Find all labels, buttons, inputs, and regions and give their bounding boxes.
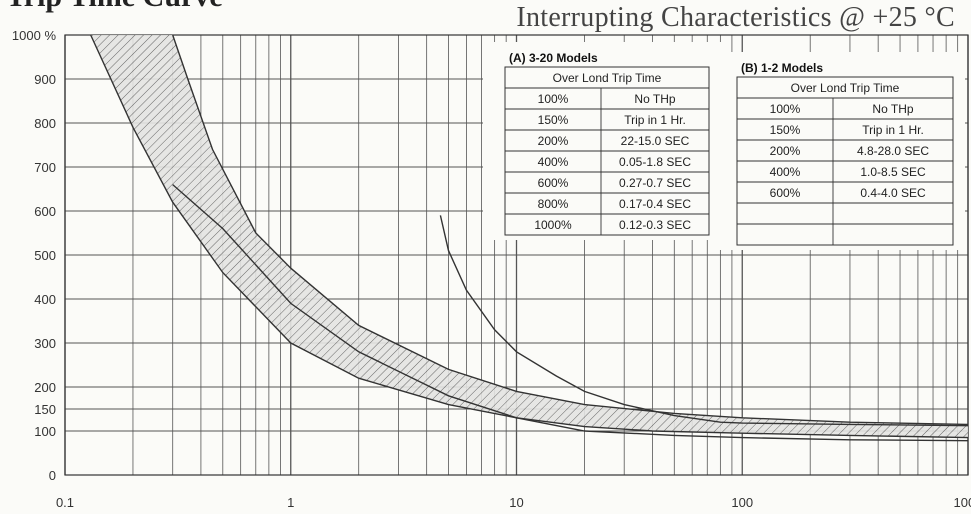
band-a-fill — [90, 35, 968, 438]
table-cell-load: 600% — [538, 176, 569, 190]
table-cell-trip-time: 0.05-1.8 SEC — [619, 155, 691, 169]
table-cell-trip-time: 0.12-0.3 SEC — [619, 218, 691, 232]
table-cell-load: 100% — [770, 102, 801, 116]
table-cell-load: 100% — [538, 92, 569, 106]
table-a: (A) 3-20 Models Over Lond Trip Time 100% No… — [483, 42, 721, 240]
table-title: (A) 3-20 Models — [509, 51, 598, 65]
table-title: (B) 1-2 Models — [741, 61, 823, 75]
table-background — [483, 42, 721, 240]
y-tick-label: 150 — [34, 402, 56, 417]
x-tick-label: 100 — [731, 495, 753, 510]
y-tick-label: 100 — [34, 424, 56, 439]
table-cell-trip-time: Trip in 1 Hr. — [624, 113, 686, 127]
table-cell-load: 800% — [538, 197, 569, 211]
y-tick-label: 500 — [34, 248, 56, 263]
y-tick-label: 0 — [49, 468, 56, 483]
curve-band-a-upper — [172, 34, 969, 426]
cut-off-title: Trip Time Curve — [6, 0, 223, 14]
y-tick-label: 400 — [34, 292, 56, 307]
table-cell-trip-time: 1.0-8.5 SEC — [860, 165, 926, 179]
y-tick-label: 200 — [34, 380, 56, 395]
table-cell-load: 200% — [770, 144, 801, 158]
chart-title: Interrupting Characteristics @ +25 °C — [516, 2, 955, 33]
curve-band-a-lower — [90, 34, 969, 439]
table-cell-load: 1000% — [534, 218, 572, 232]
plot-frame — [64, 34, 969, 476]
curve-band-b-upper — [439, 215, 969, 427]
x-tick-label: 0.1 — [56, 495, 74, 510]
y-tick-label: 300 — [34, 336, 56, 351]
table-cell-trip-time: Trip in 1 Hr. — [862, 123, 924, 137]
table-cell-trip-time: 0.17-0.4 SEC — [619, 197, 691, 211]
x-tick-label: 1 — [287, 495, 294, 510]
table-cell-load: 200% — [538, 134, 569, 148]
y-tick-label: 800 — [34, 116, 56, 131]
table-cell-load: 600% — [770, 186, 801, 200]
table-cell-load: 400% — [538, 155, 569, 169]
table-cell-trip-time: 0.27-0.7 SEC — [619, 176, 691, 190]
x-tick-label: 10 — [509, 495, 523, 510]
table-header: Over Lond Trip Time — [791, 81, 900, 95]
y-tick-label: 600 — [34, 204, 56, 219]
table-header: Over Lond Trip Time — [553, 71, 662, 85]
y-tick-label: 1000 % — [12, 28, 57, 43]
table-cell-trip-time: 22-15.0 SEC — [621, 134, 690, 148]
table-cell-trip-time: 4.8-28.0 SEC — [857, 144, 929, 158]
x-tick-label: 1000 — [954, 495, 971, 510]
curve-band-b-lower — [172, 184, 969, 442]
table-cell-trip-time: No THp — [872, 102, 913, 116]
table-b: (B) 1-2 Models Over Lond Trip Time 100% No … — [715, 52, 965, 250]
table-cell-trip-time: No THp — [634, 92, 675, 106]
y-tick-label: 900 — [34, 72, 56, 87]
table-background — [715, 52, 965, 250]
table-cell-load: 150% — [538, 113, 569, 127]
y-tick-label: 700 — [34, 160, 56, 175]
table-cell-trip-time: 0.4-4.0 SEC — [860, 186, 926, 200]
table-cell-load: 400% — [770, 165, 801, 179]
table-cell-load: 150% — [770, 123, 801, 137]
